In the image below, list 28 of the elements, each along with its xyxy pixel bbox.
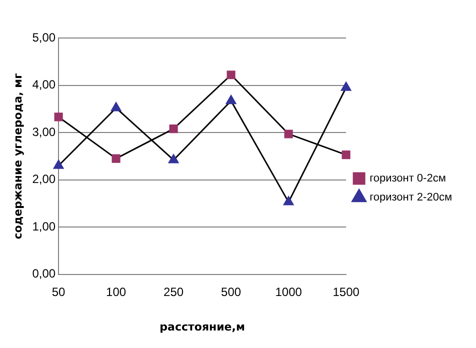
y-axis-title: содержание углерода, мг <box>11 72 24 240</box>
y-tick-label: 5,00 <box>32 30 56 44</box>
y-tick-label: 2,00 <box>32 172 56 186</box>
y-tick-label: 3,00 <box>32 124 56 139</box>
x-axis-title: расстояние,м <box>160 320 245 334</box>
y-tick-label: 0,00 <box>32 266 56 281</box>
point <box>110 102 122 112</box>
point <box>168 154 179 164</box>
point <box>226 95 236 104</box>
x-tick-label: 1500 <box>332 284 360 299</box>
point <box>340 82 352 91</box>
point <box>169 124 178 134</box>
point <box>53 160 64 169</box>
x-tick-label: 500 <box>221 284 242 299</box>
x-tick-label: 50 <box>52 284 66 299</box>
point <box>342 150 350 160</box>
y-tick-label: 4,00 <box>32 78 56 92</box>
point <box>112 154 120 163</box>
point <box>54 112 63 122</box>
legend-label: горизонт 0-2см <box>370 172 446 185</box>
x-tick-label: 1000 <box>275 284 302 299</box>
y-tick-label: 1,00 <box>32 219 56 234</box>
x-tick-label: 250 <box>164 284 184 299</box>
point <box>284 130 293 138</box>
x-tick-label: 100 <box>106 284 126 299</box>
legend-label: горизонт 2-20см <box>370 192 452 204</box>
point <box>226 70 236 80</box>
point <box>283 196 294 206</box>
